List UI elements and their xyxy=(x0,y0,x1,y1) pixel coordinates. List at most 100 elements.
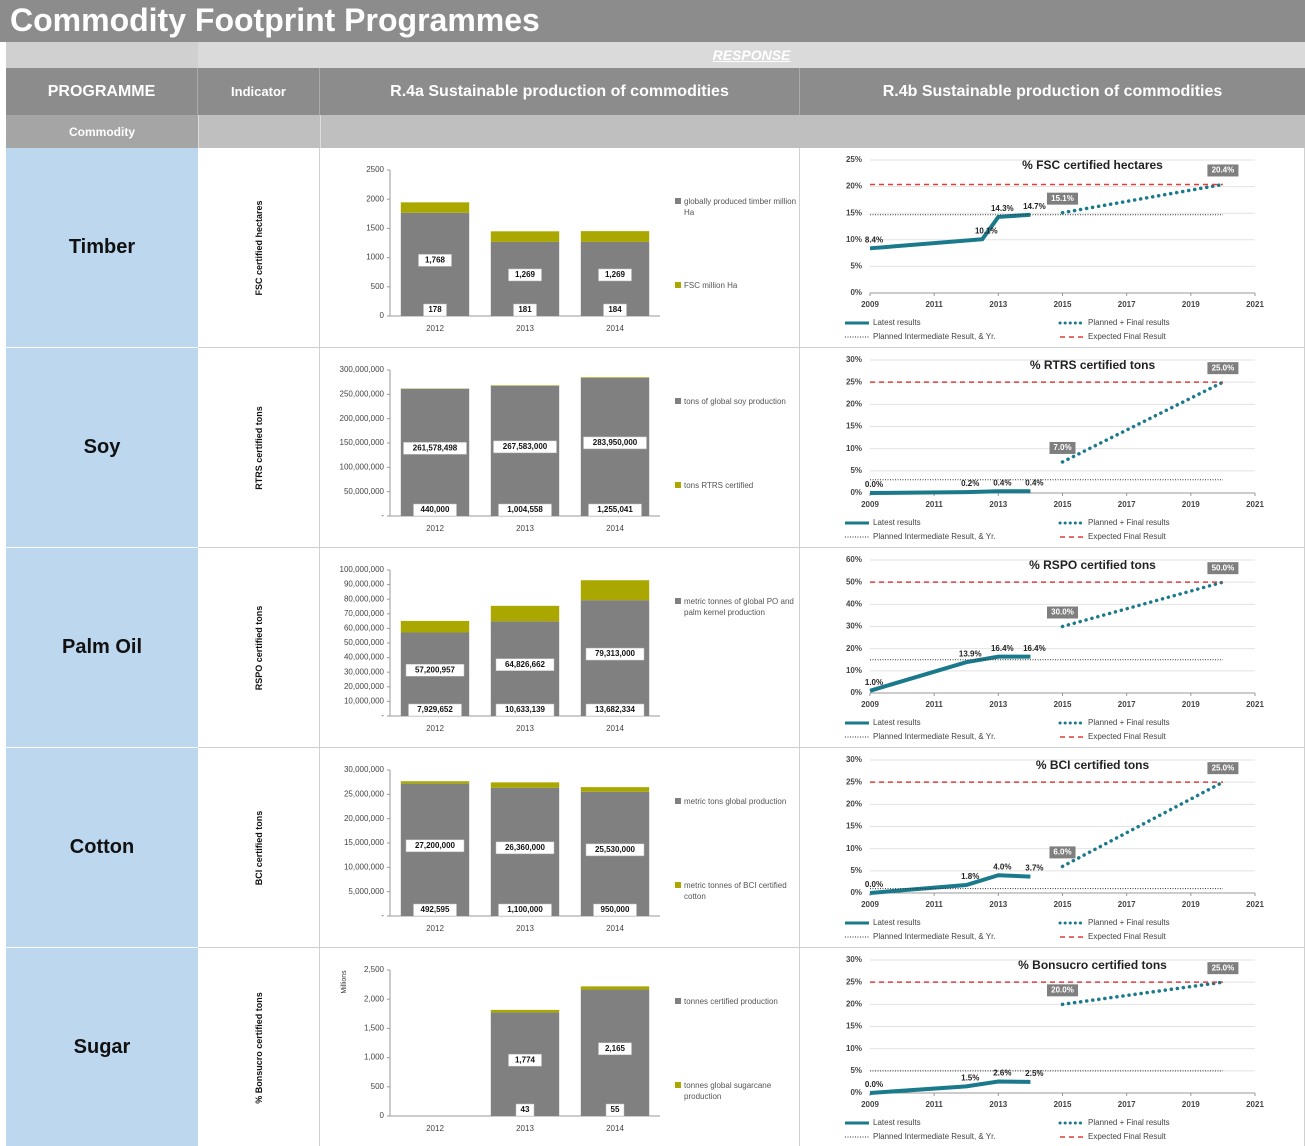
chart-cell: 0 500 1000 1500 2000 2500 2012 1,768 178 2013 1,26… xyxy=(320,148,800,348)
legend-swatch xyxy=(675,998,681,1004)
label-box xyxy=(1047,606,1078,619)
y-tick-label: 50% xyxy=(846,577,862,586)
legend-label: Planned Intermediate Result, & Yr. xyxy=(873,332,996,341)
x-tick-label: 2021 xyxy=(1246,900,1264,909)
y-tick-label: 30% xyxy=(846,622,862,631)
data-label: 0.4% xyxy=(993,478,1011,487)
data-label: 30.0% xyxy=(1051,608,1074,617)
y-tick-label: 0% xyxy=(850,888,862,897)
y-tick-label: 15% xyxy=(846,208,862,217)
data-label: 25.0% xyxy=(1212,963,1235,972)
chart: 0% 5% 10% 15% 20% 25% 30% 2009 2011 2013 2015 2017 2… xyxy=(845,755,1264,941)
chart-title: % RTRS certified tons xyxy=(1030,358,1156,372)
legend-swatch xyxy=(675,198,681,204)
y-tick-label: 2,500 xyxy=(364,965,385,974)
x-tick-label: 2011 xyxy=(925,1100,943,1109)
x-tick-label: 2013 xyxy=(989,500,1007,509)
data-label: 0.0% xyxy=(865,880,883,889)
legend-label: globally produced timber million Ha xyxy=(684,197,797,217)
bar xyxy=(490,1009,560,1013)
x-tick-label: 2019 xyxy=(1182,500,1200,509)
y-tick-label: 25% xyxy=(846,377,862,386)
x-tick-label: 2014 xyxy=(606,524,624,533)
y-tick-label: 10% xyxy=(846,1044,862,1053)
y-tick-label: 5% xyxy=(850,466,862,475)
header-cell xyxy=(320,115,1305,148)
legend-label: Expected Final Result xyxy=(1088,532,1167,541)
x-tick-label: 2015 xyxy=(1054,500,1072,509)
x-tick-label: 2013 xyxy=(516,324,534,333)
legend-label: Latest results xyxy=(873,918,921,927)
label-box xyxy=(1207,362,1239,375)
legend-label: tons RTRS certified xyxy=(684,481,754,490)
label-box xyxy=(408,703,462,717)
x-tick-label: 2017 xyxy=(1118,300,1136,309)
x-tick-label: 2013 xyxy=(516,924,534,933)
label-box xyxy=(1049,846,1076,859)
label-box xyxy=(405,663,465,677)
x-tick-label: 2013 xyxy=(989,300,1007,309)
bar xyxy=(400,781,470,784)
y-tick-label: 0% xyxy=(850,688,862,697)
y-tick-label: 5% xyxy=(850,262,862,271)
label-box xyxy=(423,303,447,317)
x-tick-label: 2012 xyxy=(426,324,444,333)
legend-label: FSC million Ha xyxy=(684,281,738,290)
y-tick-label: 1,000 xyxy=(364,1053,385,1062)
label-box xyxy=(403,442,467,455)
y-tick-label: 0 xyxy=(380,1111,385,1120)
legend-label: Planned + Final results xyxy=(1088,518,1170,527)
chart: 0% 5% 10% 15% 20% 25% 30% 2009 2011 2013 2015 2017 2… xyxy=(845,355,1264,541)
y-tick-label: 15% xyxy=(846,822,862,831)
y-tick-label: 40,000,000 xyxy=(344,653,385,662)
chart: 0% 5% 10% 15% 20% 25% 30% 2009 2011 2013 2015 2017 2… xyxy=(845,955,1264,1141)
y-tick-label: 10% xyxy=(846,666,862,675)
chart: 0 500 1000 1500 2000 2500 2012 1,768 178 2013 1,26… xyxy=(366,165,660,333)
y-tick-label: 40% xyxy=(846,599,862,608)
y-tick-label: 1,500 xyxy=(364,1024,385,1033)
label-box xyxy=(1049,441,1076,454)
chart-cell: Millions 0 500 1,000 1,500 2,000 2,500 2012 2013… xyxy=(320,948,800,1146)
y-tick-label: 20% xyxy=(846,644,862,653)
x-tick-label: 2009 xyxy=(861,900,879,909)
commodity-cell: Soy xyxy=(6,348,198,548)
data-label: 27,200,000 xyxy=(415,841,456,850)
data-label: 181 xyxy=(518,305,532,314)
label-box xyxy=(413,503,457,517)
indicator-label: % Bonsucro certified tons xyxy=(254,992,264,1104)
programme-header: PROGRAMME xyxy=(6,68,198,115)
y-tick-label: 500 xyxy=(371,282,385,291)
x-tick-label: 2021 xyxy=(1246,500,1264,509)
y-tick-label: 15% xyxy=(846,1022,862,1031)
series-line xyxy=(869,873,1031,895)
x-tick-label: 2021 xyxy=(1246,700,1264,709)
legend-swatch xyxy=(675,798,681,804)
indicator-cell: FSC certified hectares xyxy=(198,148,320,348)
data-label: 8.4% xyxy=(865,235,883,244)
indicator-label: RSPO certified tons xyxy=(254,605,264,691)
data-label: 1,100,000 xyxy=(507,905,543,914)
data-label: 4.0% xyxy=(993,862,1011,871)
x-tick-label: 2013 xyxy=(989,1100,1007,1109)
chart: Millions 0 500 1,000 1,500 2,000 2,500 2012 2013… xyxy=(341,965,660,1133)
chart: - 10,000,000 20,000,000 30,000,000 40,000,00… xyxy=(340,565,660,733)
y-tick-label: 20,000,000 xyxy=(344,814,385,823)
x-tick-label: 2021 xyxy=(1246,1100,1264,1109)
x-tick-label: 2015 xyxy=(1054,1100,1072,1109)
label-box xyxy=(498,503,552,517)
bar xyxy=(580,377,650,378)
data-label: 16.4% xyxy=(1023,644,1046,653)
chart-cell: - 10,000,000 20,000,000 30,000,000 40,000,00… xyxy=(320,548,800,748)
data-label: 10.1% xyxy=(975,226,998,235)
data-label: 13,682,334 xyxy=(595,705,636,714)
bar xyxy=(490,605,560,622)
legend-label: Expected Final Result xyxy=(1088,332,1167,341)
legend-label: Planned + Final results xyxy=(1088,318,1170,327)
chart-cell: 0% 10% 20% 30% 40% 50% 60% 2009 2011 2013 2015 2017… xyxy=(800,548,1305,748)
data-label: 492,595 xyxy=(421,905,450,914)
data-label: 1,004,558 xyxy=(507,505,543,514)
y-tick-label: 20% xyxy=(846,182,862,191)
y-tick-label: 2,000 xyxy=(364,994,385,1003)
label-box xyxy=(1207,962,1239,975)
label-box xyxy=(495,658,555,671)
